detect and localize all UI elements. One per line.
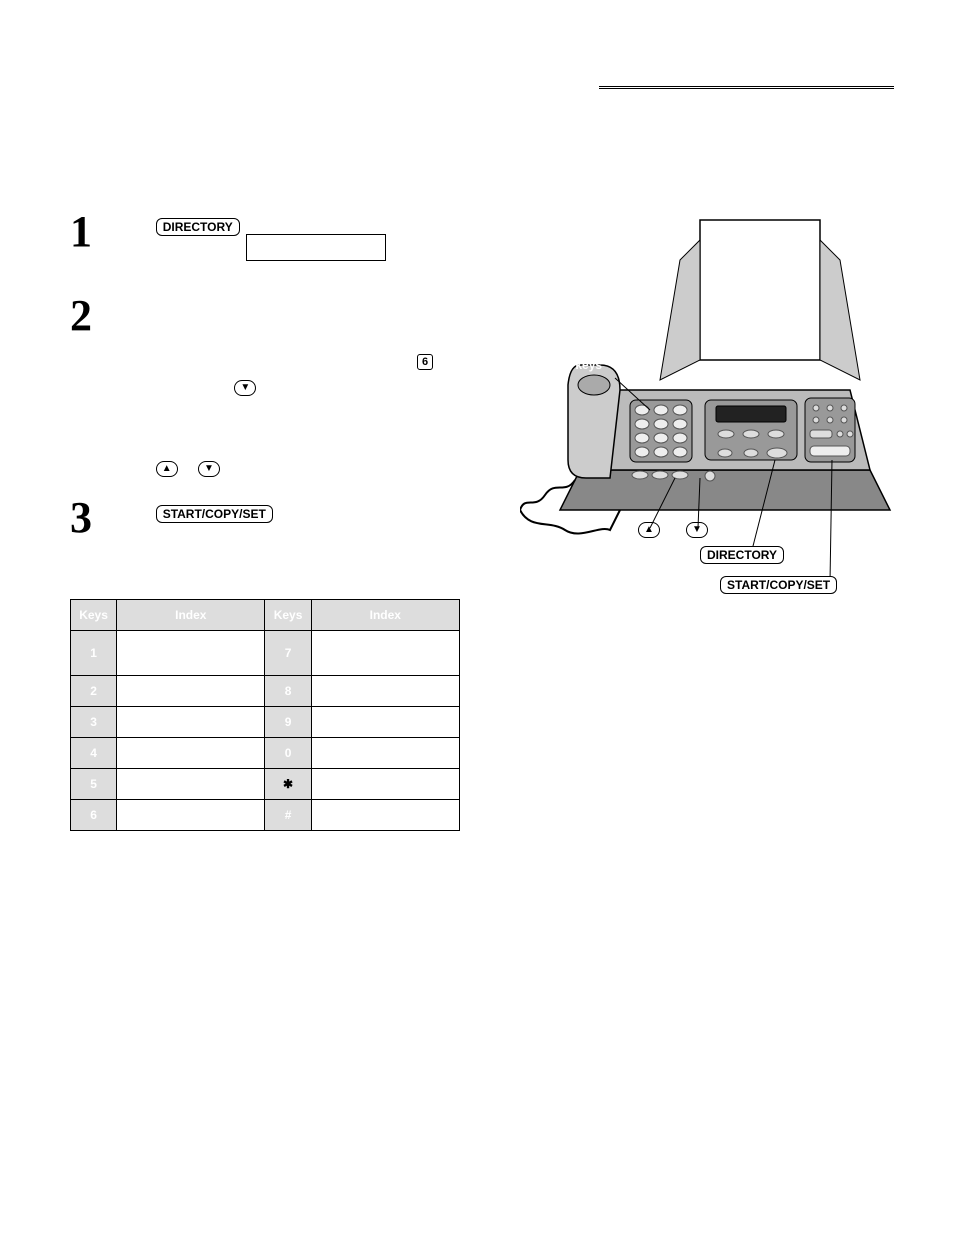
step-text: Press xyxy=(116,218,156,234)
table-cell: — xyxy=(311,769,459,800)
fax-illustration: Dial keys ▲ ▼ DIRECTORY START/COPY/SET xyxy=(520,210,920,590)
page-heading: JOG DIAL (voice call) xyxy=(70,110,894,141)
step-bullets: The unit will start dialling. The speake… xyxy=(116,525,490,568)
page-number: 37 xyxy=(880,937,894,952)
bullet: The speakerphone will be turned on. xyxy=(130,547,490,567)
th-keys: Keys xyxy=(71,600,117,631)
table-cell: 9 xyxy=(265,707,311,738)
step-text-end: . xyxy=(277,504,281,520)
step-number: 3 xyxy=(70,496,116,569)
table-cell: 8 xyxy=(265,676,311,707)
confirm-title: To confirm the telephone number for the … xyxy=(70,853,490,868)
directory-key-label: DIRECTORY xyxy=(700,546,784,564)
step-text: Press the dial key which has the same le… xyxy=(116,300,490,341)
confirm-step: If dialling is required, press START/COP… xyxy=(88,923,490,938)
table-cell: ✱ xyxy=(265,769,311,800)
dial-key-6: 6 xyxy=(417,354,433,370)
intro-text: Before using this feature, program the d… xyxy=(70,184,894,200)
table-cell: A, B, C, 2 xyxy=(117,676,265,707)
lcd-text: DIRECTORY [±] xyxy=(255,239,369,254)
callout-directory: DIRECTORY xyxy=(700,546,784,564)
start-copy-set-key-label: START/COPY/SET xyxy=(720,576,837,594)
table-cell: T, U, V, 8 xyxy=(311,676,459,707)
step-2: 2 Press the dial key which has the same … xyxy=(70,294,490,478)
th-index: Index xyxy=(117,600,265,631)
confirm-step: Press DIRECTORY. The display will show t… xyxy=(88,890,490,920)
table-cell: 1 xyxy=(71,631,117,676)
step-text: Example: If you want to search for "Mike… xyxy=(116,353,417,369)
table-cell: 7 xyxy=(265,631,311,676)
callout-start-copy-set: START/COPY/SET xyxy=(720,576,837,594)
step-text-mid: or xyxy=(182,460,198,476)
step-text: Press xyxy=(116,460,156,476)
side-tab: Telephone xyxy=(928,140,954,400)
confirm-step: Search for the desired name (see step 2 … xyxy=(88,872,490,887)
callout-dial-keys: Dial keys xyxy=(550,358,602,372)
step-text-end: until the desired name is displayed. xyxy=(224,460,443,476)
page-subheading: Making a voice call using the directory xyxy=(70,147,894,170)
table-cell: P, R, S, Q, 7 xyxy=(311,631,459,676)
step-number: 2 xyxy=(70,294,116,478)
table-cell: # xyxy=(311,800,459,831)
table-cell: 4 xyxy=(71,738,117,769)
top-double-rule xyxy=(599,86,894,92)
step-1: 1 Press DIRECTORY . DIRECTORY [±] xyxy=(70,210,490,276)
bullet: The unit will start dialling. xyxy=(130,525,490,545)
table-cell: 3 xyxy=(71,707,117,738)
table-cell: W, X, Y, Z, 9 xyxy=(311,707,459,738)
th-index: Index xyxy=(311,600,459,631)
side-tab-label: Telephone xyxy=(934,240,948,299)
callout-down-arrow: ▼ xyxy=(686,522,708,538)
step-text: Press xyxy=(116,504,156,520)
table-cell: D, E, F, 3 xyxy=(117,707,265,738)
step-number: 1 xyxy=(70,210,116,276)
up-arrow-icon: ▲ xyxy=(638,522,660,538)
confirm-section: To confirm the telephone number for the … xyxy=(70,853,490,938)
table-cell: M, N, O, 6 xyxy=(117,800,265,831)
table-cell: 0 xyxy=(265,738,311,769)
lcd-display: DIRECTORY [±] xyxy=(246,234,386,261)
table-cell: # xyxy=(265,800,311,831)
step-text-end: . xyxy=(244,218,248,234)
or-divider: OR xyxy=(116,428,490,448)
down-arrow-key: ▼ xyxy=(234,380,256,396)
step-3: 3 Press START/COPY/SET . The unit will s… xyxy=(70,496,490,569)
directory-key: DIRECTORY xyxy=(156,218,240,236)
step-text-end: . xyxy=(437,353,441,369)
down-arrow-key: ▼ xyxy=(198,461,220,477)
up-arrow-key: ▲ xyxy=(156,461,178,477)
table-cell: Symbols in the order shown on page 22 xyxy=(117,631,265,676)
section-title: JOG DIAL xyxy=(784,60,888,86)
table-cell: 5 xyxy=(71,769,117,800)
steps-column: 1 Press DIRECTORY . DIRECTORY [±] 2 Pres… xyxy=(70,210,490,942)
th-keys: Keys xyxy=(265,600,311,631)
table-cell: G, H, I, 4 xyxy=(117,738,265,769)
table-cell: 6 xyxy=(71,800,117,831)
table-cell: 0 xyxy=(311,738,459,769)
table-cell: J, K, L, 5 xyxy=(117,769,265,800)
start-copy-set-key: START/COPY/SET xyxy=(156,505,273,523)
table-cell: 2 xyxy=(71,676,117,707)
index-table: Keys Index Keys Index 1 Symbols in the o… xyxy=(70,599,460,831)
step-text: —If needed, press xyxy=(116,379,234,395)
down-arrow-icon: ▼ xyxy=(686,522,708,538)
callout-up-arrow: ▲ xyxy=(638,522,660,538)
